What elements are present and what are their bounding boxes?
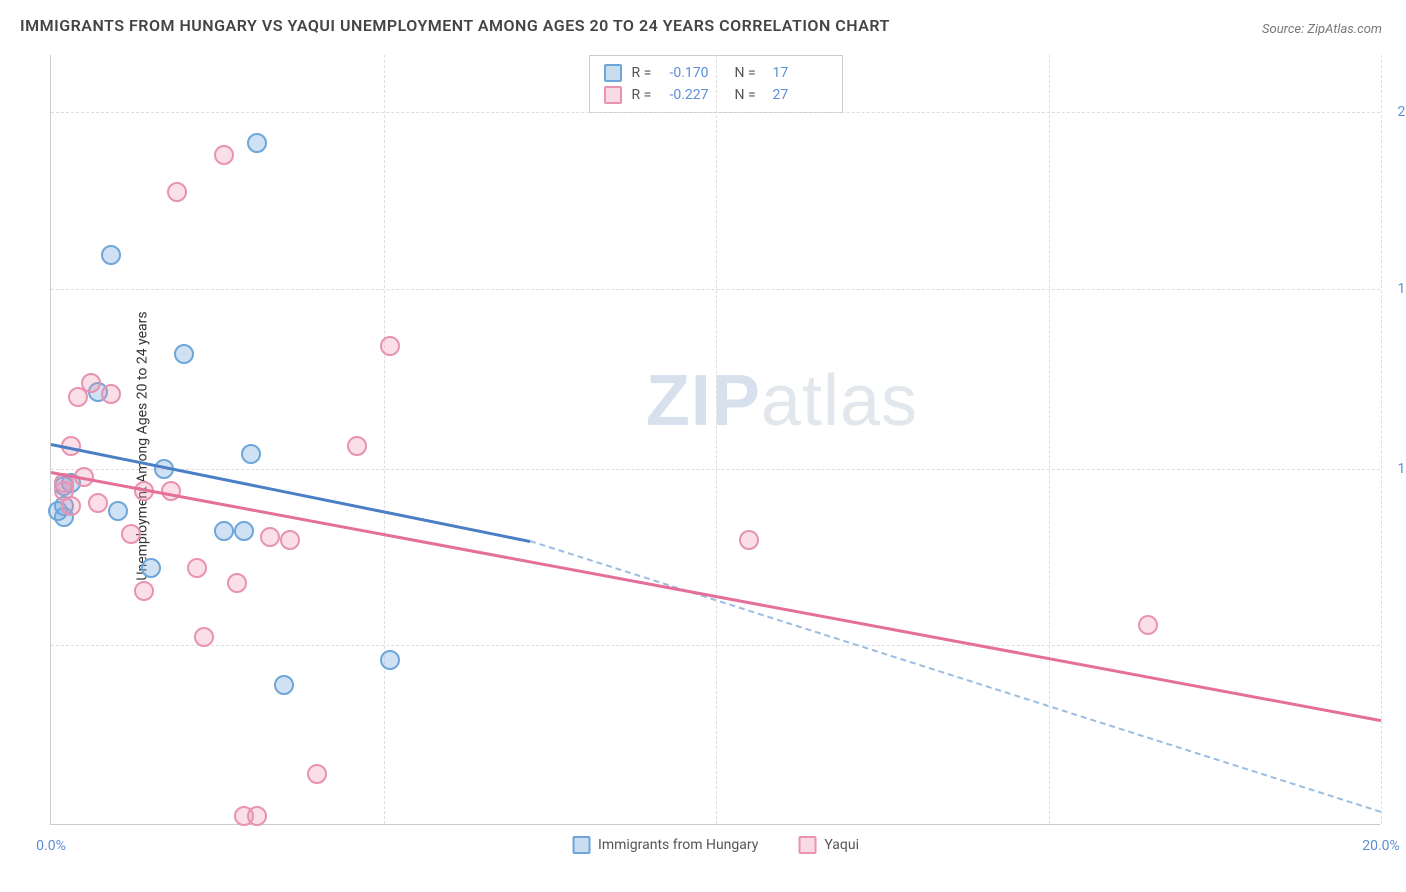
data-point (274, 675, 294, 695)
data-point (380, 650, 400, 670)
y-tick-label: 25.0% (1385, 104, 1406, 120)
data-point (141, 558, 161, 578)
y-tick-label: 18.8% (1385, 281, 1406, 297)
data-point (214, 521, 234, 541)
data-point (214, 145, 234, 165)
legend-swatch (604, 64, 622, 82)
data-point (307, 764, 327, 784)
data-point (108, 501, 128, 521)
gridline-v (1049, 55, 1050, 824)
legend-n-label: N = (735, 87, 763, 103)
data-point (739, 530, 759, 550)
data-point (101, 384, 121, 404)
legend-r-label: R = (632, 87, 660, 103)
data-point (1138, 615, 1158, 635)
gridline-v (384, 55, 385, 824)
trend-line (529, 540, 1381, 813)
legend-n-label: N = (735, 65, 763, 81)
x-tick-label: 0.0% (36, 838, 66, 854)
data-point (260, 527, 280, 547)
gridline-v (1381, 55, 1382, 824)
y-tick-label: 6.3% (1385, 637, 1406, 653)
legend-n-value: 17 (773, 65, 828, 81)
data-point (134, 581, 154, 601)
legend-series-name: Yaqui (824, 837, 859, 853)
data-point (194, 627, 214, 647)
legend-swatch (604, 86, 622, 104)
legend-swatch (572, 836, 590, 854)
legend-n-value: 27 (773, 87, 828, 103)
data-point (380, 336, 400, 356)
legend-swatch (798, 836, 816, 854)
data-point (61, 496, 81, 516)
data-point (280, 530, 300, 550)
source-label: Source: ZipAtlas.com (1262, 22, 1382, 37)
data-point (234, 521, 254, 541)
x-tick-label: 20.0% (1362, 838, 1400, 854)
data-point (247, 806, 267, 826)
series-legend: Immigrants from Hungary Yaqui (572, 836, 859, 854)
legend-series-name: Immigrants from Hungary (598, 837, 758, 853)
data-point (187, 558, 207, 578)
data-point (121, 524, 141, 544)
legend-item: Immigrants from Hungary (572, 836, 758, 854)
data-point (247, 133, 267, 153)
legend-r-label: R = (632, 65, 660, 81)
data-point (101, 245, 121, 265)
data-point (81, 373, 101, 393)
data-point (227, 573, 247, 593)
watermark: ZIPatlas (646, 360, 918, 442)
chart-title: IMMIGRANTS FROM HUNGARY VS YAQUI UNEMPLO… (20, 16, 890, 35)
data-point (174, 344, 194, 364)
gridline-v (716, 55, 717, 824)
scatter-plot: ZIPatlas R =-0.170N =17R =-0.227N =27 Im… (50, 55, 1380, 825)
data-point (241, 444, 261, 464)
y-tick-label: 12.5% (1385, 461, 1406, 477)
data-point (347, 436, 367, 456)
data-point (167, 182, 187, 202)
legend-item: Yaqui (798, 836, 859, 854)
data-point (88, 493, 108, 513)
